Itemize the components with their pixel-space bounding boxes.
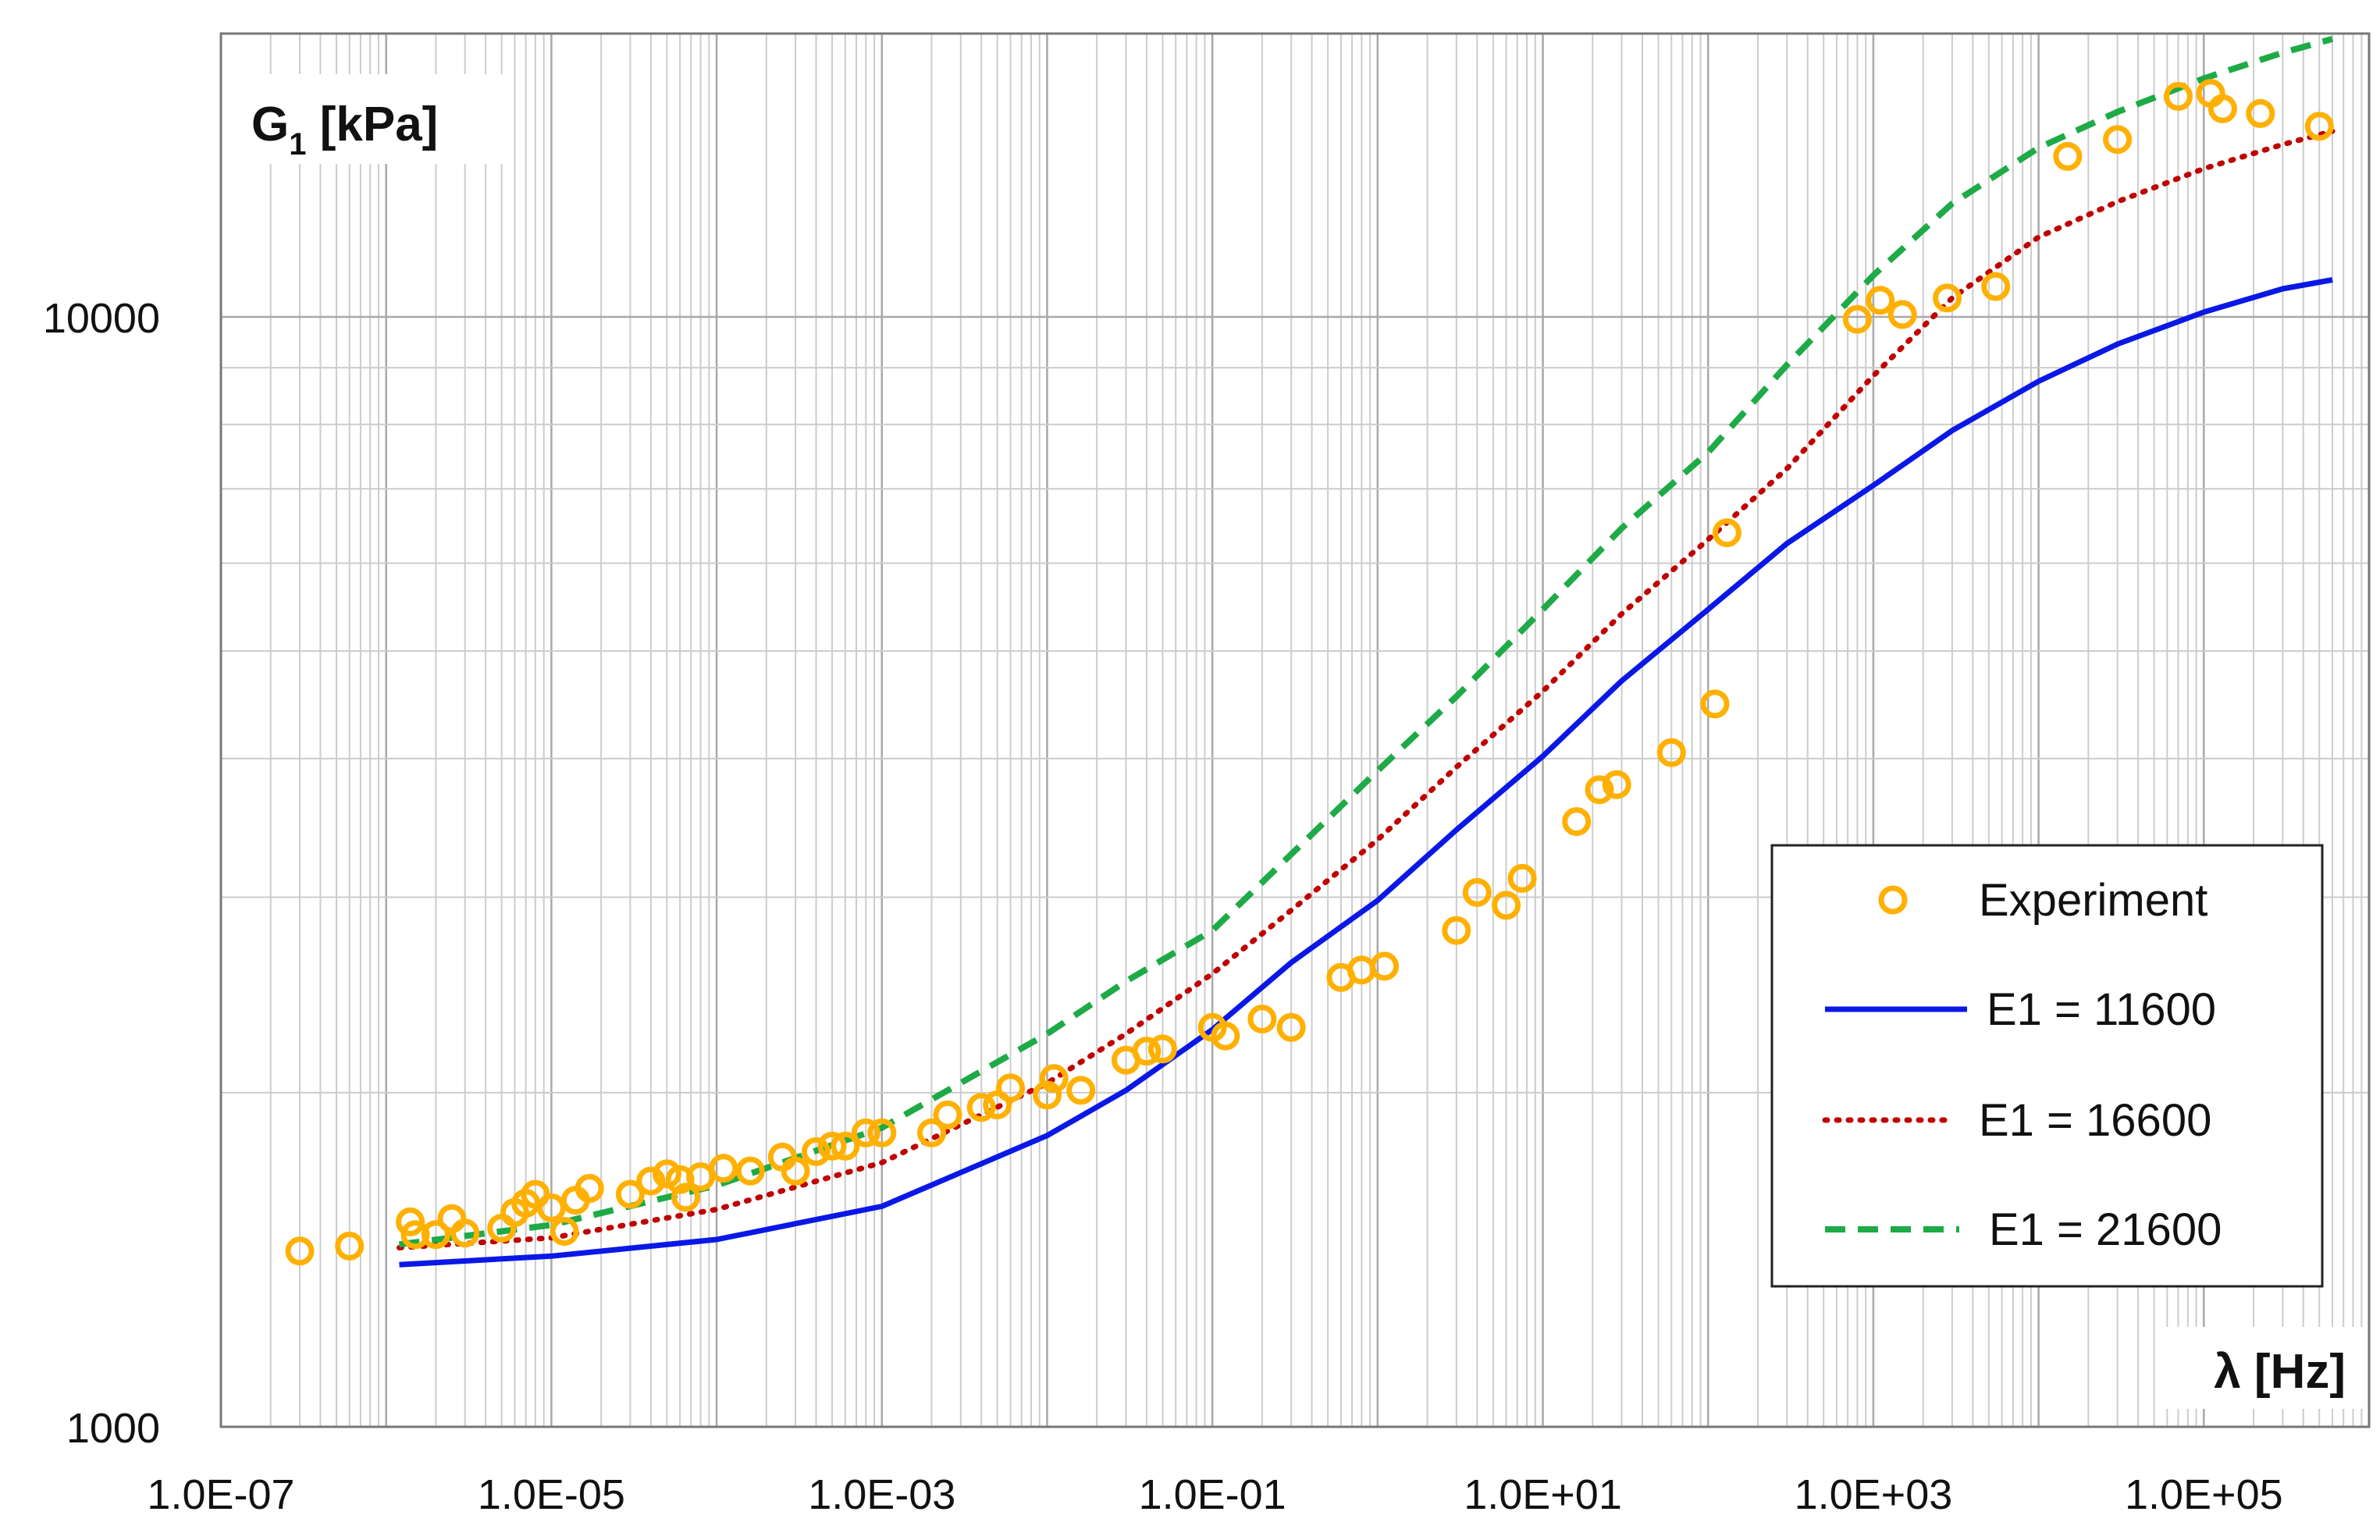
x-tick-label: 1.0E+01 — [1464, 1471, 1622, 1518]
experiment-point — [550, 1217, 579, 1247]
experiment-point — [851, 1118, 880, 1147]
x-tick-label: 1.0E-07 — [147, 1471, 294, 1518]
experiment-point — [400, 1220, 430, 1250]
experiment-point — [285, 1236, 315, 1266]
legend-label-experiment: Experiment — [1979, 875, 2207, 926]
experiment-point — [1700, 689, 1730, 719]
experiment-point — [2207, 94, 2237, 123]
experiment-point — [1442, 916, 1471, 945]
x-axis-tick-labels: 1.0E-07 1.0E-05 1.0E-03 1.0E-01 1.0E+01 1.0E+… — [147, 1471, 2282, 1518]
y-axis-title-sub: 1 — [289, 127, 306, 162]
y-axis-title-box — [244, 74, 509, 164]
experiment-point — [1981, 272, 2011, 301]
x-axis-title-box — [2158, 1327, 2363, 1409]
y-axis-tick-labels: 1000 10000 — [43, 295, 160, 1452]
series-line-e1-21600 — [398, 36, 2334, 1248]
legend-label-e1-16600: E1 = 16600 — [1979, 1095, 2211, 1146]
experiment-point — [996, 1073, 1025, 1103]
experiment-point — [536, 1193, 566, 1222]
series-line-e1-16600 — [397, 128, 2336, 1250]
experiment-point — [671, 1183, 700, 1212]
experiment-point — [1933, 283, 1962, 313]
experiment-point — [1866, 286, 1895, 315]
experiment-point — [421, 1220, 450, 1250]
experiment-point — [1039, 1064, 1069, 1094]
experiment-point — [1602, 770, 1631, 799]
series-line-e1-11600 — [399, 277, 2333, 1268]
experiment-point — [781, 1156, 810, 1186]
legend: Experiment E1 = 11600 E1 = 16600 E1 = 21… — [1770, 844, 2324, 1288]
x-tick-label: 1.0E+03 — [1795, 1471, 1953, 1518]
experiment-point — [1842, 304, 1872, 334]
legend-label-e1-21600: E1 = 21600 — [1989, 1204, 2222, 1255]
x-tick-label: 1.0E+05 — [2125, 1471, 2283, 1518]
legend-marker-experiment — [1878, 885, 1908, 915]
experiment-point — [1132, 1037, 1162, 1066]
legend-label-e1-11600: E1 = 11600 — [1987, 984, 2216, 1035]
x-tick-label: 1.0E-01 — [1139, 1471, 1286, 1518]
experiment-point — [2304, 112, 2334, 141]
experiment-point — [966, 1093, 996, 1122]
experiment-point — [1712, 518, 1741, 548]
experiment-point — [1033, 1080, 1062, 1110]
experiment-point — [2246, 98, 2275, 128]
y-axis-title-unit: [kPa] — [306, 98, 438, 151]
experiment-point — [1247, 1005, 1277, 1034]
experiment-point — [1656, 738, 1686, 767]
grid — [221, 34, 2369, 1427]
experiment-point — [709, 1154, 738, 1183]
experiment-point — [2164, 82, 2193, 111]
experiment-point — [1462, 877, 1492, 907]
experiment-point — [1492, 891, 1521, 920]
y-tick-label: 1000 — [66, 1405, 160, 1452]
y-tick-label: 10000 — [43, 295, 160, 342]
experiment-point — [2103, 125, 2133, 155]
x-axis-title: λ [Hz] — [2214, 1345, 2346, 1399]
experiment-point — [636, 1166, 666, 1196]
y-axis-title-main: G — [251, 98, 289, 151]
x-tick-label: 1.0E-05 — [478, 1471, 625, 1518]
experiment-point — [1887, 300, 1917, 329]
experiment-point — [1562, 807, 1592, 837]
plot-area — [219, 32, 2371, 1428]
experiment-point — [1147, 1034, 1177, 1064]
legend-box — [1770, 844, 2324, 1288]
experiment-point — [1276, 1012, 1306, 1042]
experiment-point — [1507, 863, 1537, 893]
experiment-point — [1585, 775, 1614, 805]
experiment-point — [1370, 951, 1400, 981]
experiment-point — [575, 1174, 604, 1203]
experiment-point — [933, 1100, 962, 1129]
experiment-point — [917, 1118, 946, 1147]
experiment-point — [335, 1231, 365, 1261]
x-tick-label: 1.0E-03 — [808, 1471, 955, 1518]
experiment-point — [1066, 1076, 1096, 1105]
experiment-point — [450, 1218, 480, 1248]
experiment-point — [817, 1131, 847, 1161]
experiment-point — [802, 1136, 831, 1166]
experiment-point — [615, 1179, 645, 1209]
experiment-point — [2053, 141, 2083, 171]
experiment-point — [831, 1131, 860, 1161]
experiment-point — [867, 1118, 897, 1147]
y-axis-title: G1 [kPa] — [251, 98, 438, 162]
experiment-point — [1211, 1021, 1240, 1051]
experiment-point — [735, 1156, 765, 1186]
series-layer — [285, 36, 2336, 1268]
